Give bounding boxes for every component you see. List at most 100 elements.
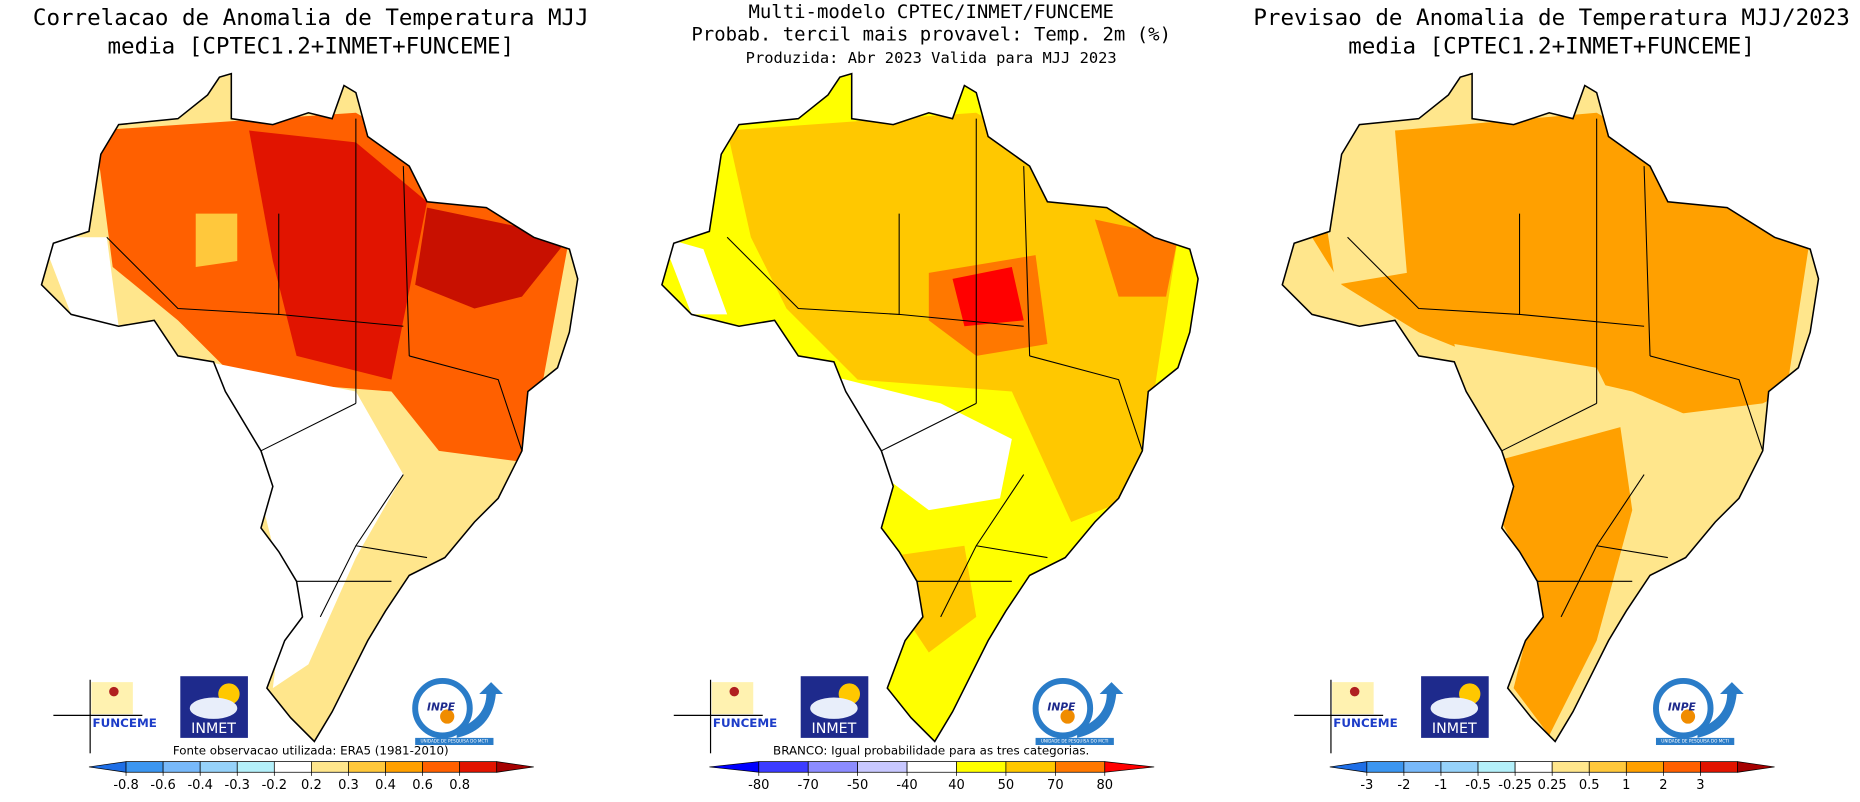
colorbar-tick-label: -0.25 (1498, 778, 1532, 793)
state-borders (726, 118, 1143, 618)
colorbar-tick-label: 50 (998, 778, 1015, 793)
colorbar-tick-label: 0.3 (338, 778, 359, 793)
map-outline (40, 72, 579, 743)
footnote: BRANCO: Igual probabilidade para as tres… (773, 743, 1089, 757)
panel-title: Multi-modelo CPTEC/INMET/FUNCEME (748, 1, 1113, 23)
logo-inpe-sub: UNIDADE DE PESQUISA DO MCTI (421, 739, 489, 744)
logo-inpe-dot (1680, 709, 1696, 724)
panel-title: media [CPTEC1.2+INMET+FUNCEME] (107, 33, 514, 59)
colorbar-tick-label: 3 (1696, 778, 1704, 793)
map-region (1667, 403, 1763, 511)
colorbar-tick-label: -0.5 (1465, 778, 1490, 793)
colorbar-segment (709, 761, 760, 773)
logo-inpe-sub: UNIDADE DE PESQUISA DO MCTI (1661, 739, 1729, 744)
logo-inpe-ring (1032, 677, 1094, 739)
logo-inpe-sub: UNIDADE DE PESQUISA DO MCTI (1041, 739, 1109, 744)
logo-dot (109, 686, 119, 697)
colorbar-tick-label: -0.6 (150, 778, 175, 793)
logo-inpe-dot (1060, 709, 1075, 724)
logo-inpe-arrow (456, 682, 503, 738)
logo-funceme: FUNCEME (93, 716, 157, 730)
panel: Previsao de Anomalia de Temperatura MJJ/… (1253, 5, 1849, 793)
map-region (661, 237, 728, 315)
colorbar-segment (857, 761, 908, 773)
colorbar-segment (758, 761, 809, 773)
state-borders (1347, 118, 1764, 618)
panel-title: Probab. tercil mais provavel: Temp. 2m (… (691, 23, 1171, 45)
logo-inpe-ring (412, 677, 473, 739)
colorbar-segment (906, 761, 957, 773)
colorbar-tick-label: -3 (1360, 778, 1373, 793)
colorbar-segment (162, 761, 201, 773)
colorbar-segment (1005, 761, 1056, 773)
colorbar-tick-label: 40 (948, 778, 965, 793)
colorbar-segment (422, 761, 461, 773)
map-region (195, 213, 238, 267)
colorbar-tick-label: -40 (896, 778, 917, 793)
colorbar-segment (1054, 761, 1106, 773)
colorbar-segment (1551, 761, 1590, 773)
colorbar-tick-label: 0.8 (449, 778, 470, 793)
footnote: Fonte observacao utilizada: ERA5 (1981-2… (173, 743, 449, 757)
logo-inpe-arrow (1697, 682, 1744, 738)
map-region (41, 237, 119, 327)
map-outline (1281, 72, 1820, 743)
panel-title: Correlacao de Anomalia de Temperatura MJ… (33, 5, 589, 31)
logo-box (91, 682, 133, 715)
colorbar-segment (496, 761, 534, 773)
colorbar-segment (1737, 761, 1775, 773)
colorbar-tick-label: 0.2 (301, 778, 322, 793)
colorbar-segment (125, 761, 164, 773)
colorbar-segment (1625, 761, 1664, 773)
map (1282, 73, 1819, 742)
logo-inpe-band (1035, 737, 1114, 746)
colorbar-tick-label: -0.4 (187, 778, 212, 793)
logo-box (711, 682, 754, 715)
logo-inmet: INMET (1432, 721, 1477, 737)
colorbar-segment (273, 761, 312, 773)
logo-funceme: FUNCEME (713, 716, 777, 730)
logo-dot (729, 686, 740, 697)
map-outline (661, 72, 1199, 743)
logo-inpe-arrow (1077, 682, 1124, 738)
colorbar-tick-label: 0.6 (412, 778, 433, 793)
colorbar-tick-label: -1 (1434, 778, 1447, 793)
colorbar-segment (1663, 761, 1701, 773)
logo-box (1332, 682, 1374, 715)
colorbar-tick-label: -0.2 (262, 778, 287, 793)
logo-inpe: INPE (427, 701, 456, 714)
logo-cloud (810, 697, 858, 719)
colorbar-segment (1477, 761, 1516, 773)
colorbar-tick-label: 1 (1622, 778, 1630, 793)
logo-cloud (189, 697, 238, 719)
map-region (952, 266, 1024, 327)
logo-inpe-ring (1653, 677, 1714, 739)
logo-funceme: FUNCEME (1333, 716, 1397, 730)
logo-inpe: INPE (1668, 701, 1697, 714)
colorbar-tick-label: 0.4 (375, 778, 396, 793)
colorbar-segment (1700, 761, 1738, 773)
colorbar-segment (385, 761, 423, 773)
colorbar-tick-label: 70 (1047, 778, 1064, 793)
logo-cloud (1430, 697, 1479, 719)
colorbar-tick-label: -80 (748, 778, 769, 793)
colorbar-tick-label: 0.5 (1579, 778, 1600, 793)
map-region (1454, 344, 1621, 451)
colorbar-segment (199, 761, 238, 773)
panel: Correlacao de Anomalia de Temperatura MJ… (33, 5, 589, 793)
logo-inpe-dot (440, 709, 455, 724)
colorbar-segment (311, 761, 349, 773)
logo-inpe: INPE (1047, 701, 1076, 714)
colorbar-segment (1403, 761, 1442, 773)
colorbar-tick-label: 0.25 (1538, 778, 1567, 793)
panel-title: Previsao de Anomalia de Temperatura MJJ/… (1253, 5, 1849, 31)
panel: Multi-modelo CPTEC/INMET/FUNCEMEProbab. … (661, 1, 1199, 793)
colorbar-segment (88, 761, 127, 773)
map (41, 73, 578, 742)
colorbar-segment (807, 761, 858, 773)
colorbar-tick-label: -2 (1397, 778, 1410, 793)
map (661, 73, 1199, 742)
